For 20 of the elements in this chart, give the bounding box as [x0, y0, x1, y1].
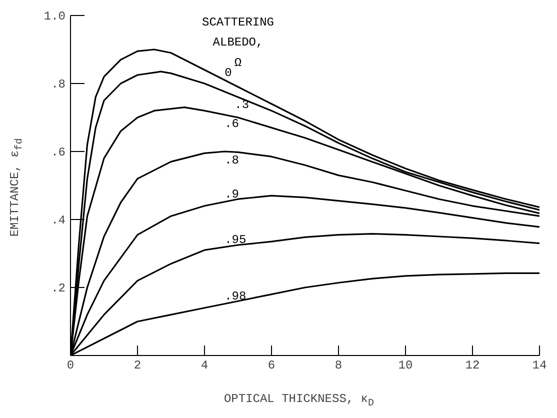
x-tick-label: 10: [398, 358, 413, 372]
x-tick-label: 8: [334, 358, 342, 372]
x-tick-label: 14: [532, 358, 547, 372]
series-label: .6: [224, 116, 240, 131]
x-tick-label: 2: [134, 358, 142, 372]
y-tick-label: .4: [51, 214, 66, 228]
x-tick-label: 12: [465, 358, 480, 372]
x-tick-label: 0: [66, 358, 74, 372]
series-label: .95: [224, 232, 246, 247]
x-tick-label: 4: [200, 358, 208, 372]
series-label: .8: [224, 154, 240, 168]
x-tick-label: 6: [268, 358, 276, 372]
y-tick-label: .2: [51, 282, 66, 296]
y-tick-label: 1.0: [44, 10, 66, 24]
x-axis-title: OPTICAL THICKNESS, κ$_{D}$: [222, 391, 376, 412]
y-tick-label: .8: [51, 78, 66, 92]
series-label: 0: [224, 66, 232, 80]
series-label: .9: [224, 188, 240, 202]
series-label: .98: [224, 290, 246, 304]
y-tick-label: .6: [51, 146, 66, 160]
